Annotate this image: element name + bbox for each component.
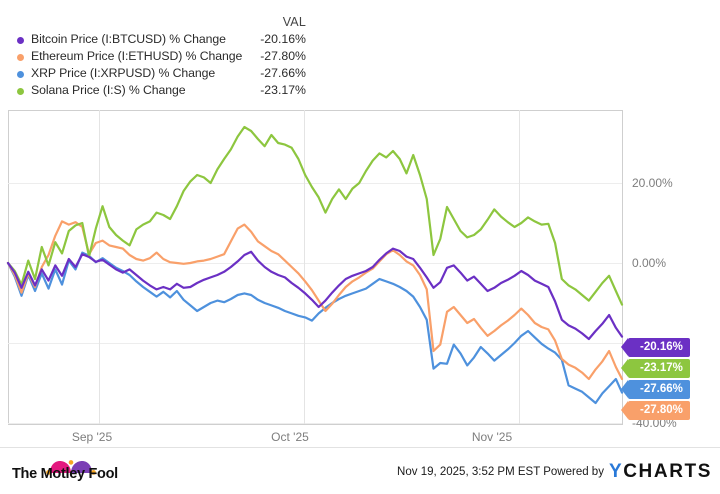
- series-end-flag: -23.17%: [621, 359, 690, 378]
- legend-series-label: Bitcoin Price (I:BTCUSD) % Change: [31, 32, 226, 46]
- legend-row[interactable]: XRP Price (I:XRPUSD) % Change -27.66%: [0, 66, 310, 82]
- legend-series-value: -27.80%: [260, 49, 306, 63]
- x-axis-tick-label: Nov '25: [471, 430, 513, 444]
- flag-pointer-icon: [621, 401, 628, 419]
- motley-fool-logo: The Motley Fool: [12, 459, 130, 483]
- y-axis-tick-label: 0.00%: [632, 256, 667, 270]
- ycharts-logo: YCHARTS: [609, 461, 712, 483]
- series-line: [6, 125, 624, 306]
- series-line: [6, 251, 624, 405]
- series-line: [6, 220, 624, 381]
- series-dot-icon: [17, 70, 24, 78]
- legend-series-value: -23.17%: [260, 83, 306, 97]
- legend-row-list: Bitcoin Price (I:BTCUSD) % Change -20.16%…: [0, 32, 310, 100]
- chart-timestamp: Nov 19, 2025, 3:52 PM EST Powered by: [397, 466, 604, 478]
- legend-value-header: VAL: [282, 15, 306, 29]
- series-end-flag: -20.16%: [621, 338, 690, 357]
- legend-row[interactable]: Ethereum Price (I:ETHUSD) % Change -27.80…: [0, 49, 310, 65]
- legend-series-label: XRP Price (I:XRPUSD) % Change: [31, 66, 216, 80]
- legend-series-value: -27.66%: [260, 66, 306, 80]
- ycharts-logo-y: Y: [608, 461, 624, 482]
- series-line: [6, 247, 624, 341]
- footer-divider: [0, 447, 720, 448]
- series-end-flag: -27.66%: [621, 380, 690, 399]
- jester-hat-icon: [46, 460, 96, 475]
- flag-pointer-icon: [621, 380, 628, 398]
- series-end-flag: -27.80%: [621, 401, 690, 420]
- chart-footer: The Motley Fool Nov 19, 2025, 3:52 PM ES…: [0, 447, 720, 490]
- series-dot-icon: [17, 36, 24, 44]
- ycharts-attribution: Nov 19, 2025, 3:52 PM EST Powered by YCHA…: [397, 461, 712, 483]
- legend-row[interactable]: Solana Price (I:S) % Change -23.17%: [0, 83, 310, 99]
- flag-pointer-icon: [621, 359, 628, 377]
- ycharts-logo-text: CHARTS: [623, 461, 712, 482]
- x-axis-tick-label: Oct '25: [271, 430, 309, 444]
- plot-border: [8, 110, 623, 425]
- series-dot-icon: [17, 53, 24, 61]
- legend-series-label: Solana Price (I:S) % Change: [31, 83, 186, 97]
- series-dot-icon: [17, 87, 24, 95]
- legend-row[interactable]: Bitcoin Price (I:BTCUSD) % Change -20.16%: [0, 32, 310, 48]
- motley-fool-wordmark: The Motley Fool: [12, 466, 118, 482]
- legend-series-value: -20.16%: [260, 32, 306, 46]
- legend-series-label: Ethereum Price (I:ETHUSD) % Change: [31, 49, 243, 63]
- y-axis-tick-label: 20.00%: [632, 176, 673, 190]
- x-axis-tick-label: Sep '25: [71, 430, 113, 444]
- flag-pointer-icon: [621, 338, 628, 356]
